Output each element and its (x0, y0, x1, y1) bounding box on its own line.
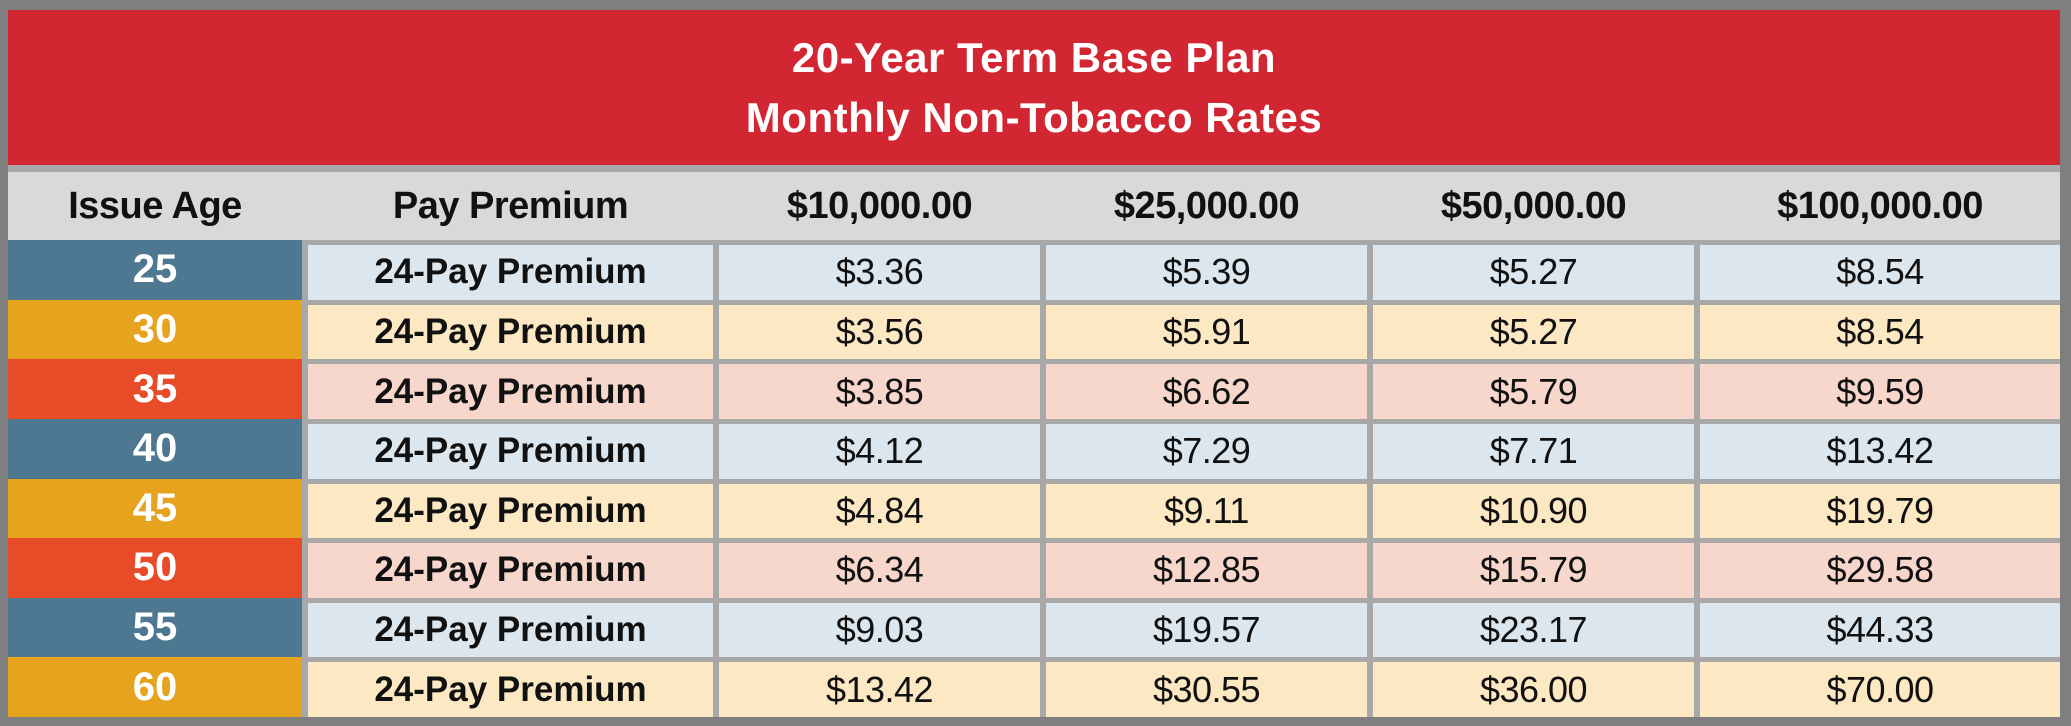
pay-premium-cell: 24-Pay Premium (308, 299, 713, 360)
rate-cell: $9.11 (1046, 478, 1367, 539)
issue-age-cell: 35 (8, 359, 302, 419)
rate-cell: $7.71 (1373, 418, 1694, 479)
rate-cell: $12.85 (1046, 538, 1367, 598)
rate-cell: $9.59 (1700, 359, 2060, 419)
rate-cell: $3.85 (719, 359, 1040, 419)
rate-cell: $44.33 (1700, 597, 2060, 658)
column-header-10000: $10,000.00 (786, 184, 973, 227)
issue-age-cell: 50 (8, 538, 302, 598)
rate-table: 20-Year Term Base Plan Monthly Non-Tobac… (8, 10, 2060, 717)
table-title-line2: Monthly Non-Tobacco Rates (745, 93, 1323, 141)
pay-premium-cell: 24-Pay Premium (308, 657, 713, 717)
rate-cell: $30.55 (1046, 657, 1367, 717)
rate-cell: $5.91 (1046, 299, 1367, 360)
pay-premium-cell: 24-Pay Premium (308, 478, 713, 539)
column-header-100000: $100,000.00 (1777, 184, 1983, 227)
rate-cell: $4.84 (719, 478, 1040, 539)
pay-premium-cell: 24-Pay Premium (308, 538, 713, 598)
table-title-line1: 20-Year Term Base Plan (791, 33, 1277, 81)
pay-premium-cell: 24-Pay Premium (308, 240, 713, 300)
table-title-band: 20-Year Term Base Plan Monthly Non-Tobac… (8, 10, 2060, 165)
rate-cell: $13.42 (719, 657, 1040, 717)
rate-cell: $6.62 (1046, 359, 1367, 419)
pay-premium-cell: 24-Pay Premium (308, 359, 713, 419)
column-header-issue-age: Issue Age (68, 184, 242, 227)
rate-cell: $3.56 (719, 299, 1040, 360)
rate-cell: $5.79 (1373, 359, 1694, 419)
issue-age-cell: 45 (8, 478, 302, 539)
rate-cell: $29.58 (1700, 538, 2060, 598)
column-header-50000: $50,000.00 (1440, 184, 1627, 227)
rate-cell: $70.00 (1700, 657, 2060, 717)
rate-cell: $10.90 (1373, 478, 1694, 539)
rate-cell: $9.03 (719, 597, 1040, 658)
title-header-divider (8, 165, 2060, 172)
rate-cell: $5.27 (1373, 299, 1694, 360)
rate-cell: $23.17 (1373, 597, 1694, 658)
issue-age-cell: 25 (8, 240, 302, 300)
rate-cell: $3.36 (719, 240, 1040, 300)
rate-cell: $7.29 (1046, 418, 1367, 479)
issue-age-cell: 60 (8, 657, 302, 717)
rate-cell: $6.34 (719, 538, 1040, 598)
rate-cell: $5.39 (1046, 240, 1367, 300)
issue-age-cell: 40 (8, 418, 302, 479)
rate-cell: $4.12 (719, 418, 1040, 479)
rate-cell: $15.79 (1373, 538, 1694, 598)
issue-age-cell: 30 (8, 299, 302, 360)
pay-premium-cell: 24-Pay Premium (308, 597, 713, 658)
column-header-row: Issue Age Pay Premium $10,000.00 $25,000… (8, 172, 2060, 240)
column-header-pay-premium: Pay Premium (392, 184, 629, 227)
rate-cell: $36.00 (1373, 657, 1694, 717)
pay-premium-cell: 24-Pay Premium (308, 418, 713, 479)
rate-cell: $13.42 (1700, 418, 2060, 479)
rate-cell: $19.79 (1700, 478, 2060, 539)
table-body: 25 24-Pay Premium $3.36 $5.39 $5.27 $8.5… (8, 240, 2060, 717)
issue-age-cell: 55 (8, 597, 302, 658)
column-header-25000: $25,000.00 (1113, 184, 1300, 227)
rate-cell: $8.54 (1700, 299, 2060, 360)
rate-cell: $5.27 (1373, 240, 1694, 300)
rate-cell: $8.54 (1700, 240, 2060, 300)
rate-cell: $19.57 (1046, 597, 1367, 658)
